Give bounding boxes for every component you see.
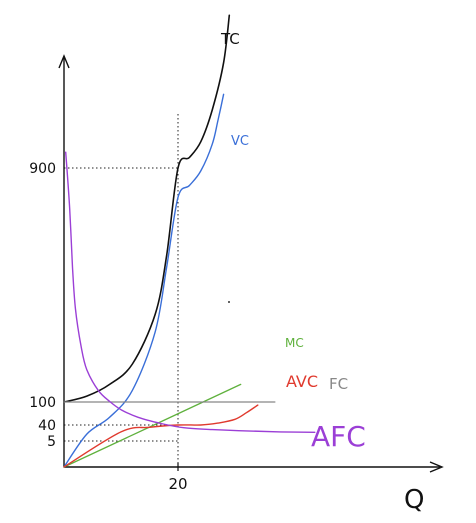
x-axis-arrowhead (429, 461, 444, 473)
series-label-mc: MC (285, 336, 304, 350)
x-tick-label-20: 20 (168, 475, 187, 493)
stray-dot (228, 301, 230, 303)
y-tick-label-100: 100 (29, 395, 56, 411)
x-axis-label: Q (404, 485, 424, 515)
series-line-afc (65, 151, 316, 433)
series-label-afc: AFC (311, 420, 366, 453)
tick-labels: 540 100 900 20 (29, 161, 187, 493)
series-label-avc: AVC (286, 372, 318, 391)
axes (58, 54, 444, 473)
y-tick-label-5: 5 (47, 434, 56, 450)
y-tick-label-900: 900 (29, 161, 56, 177)
series-line-tc (63, 14, 231, 403)
series-label-vc: VC (231, 134, 249, 149)
series-label-fc: FC (329, 375, 348, 393)
series-line-vc (63, 93, 225, 468)
series-line-mc (63, 383, 242, 468)
series-line-avc (63, 404, 259, 468)
y-axis-arrowhead (58, 54, 70, 69)
y-tick-label-40: 40 (38, 418, 56, 434)
series-labels: TC VC MC AVC FC AFC (220, 30, 366, 453)
series-group (63, 14, 316, 468)
series-label-tc: TC (220, 30, 240, 48)
